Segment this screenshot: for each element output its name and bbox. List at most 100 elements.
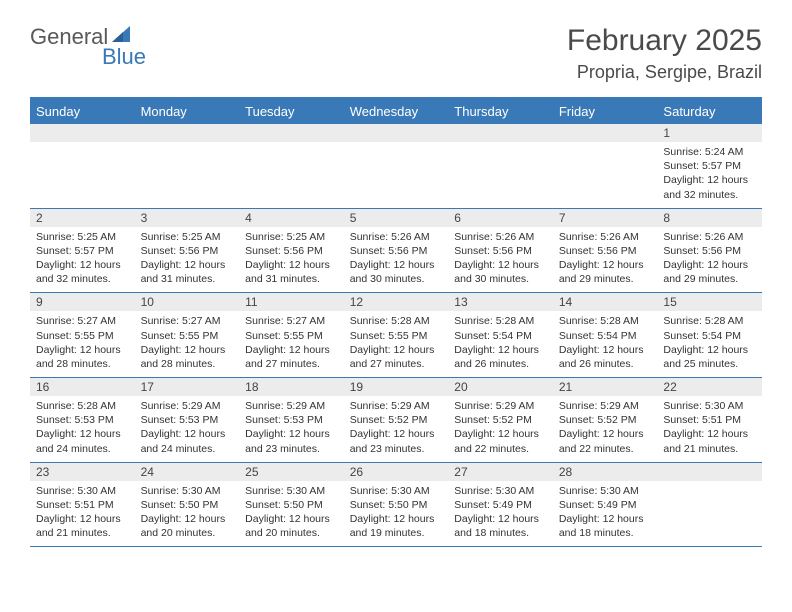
- day-cell: 28Sunrise: 5:30 AMSunset: 5:49 PMDayligh…: [553, 463, 658, 547]
- day-header-row: SundayMondayTuesdayWednesdayThursdayFrid…: [30, 99, 762, 124]
- day-header-cell: Thursday: [448, 99, 553, 124]
- day-number: 24: [135, 463, 240, 481]
- location-label: Propria, Sergipe, Brazil: [567, 62, 762, 83]
- logo-text-general: General: [30, 24, 108, 50]
- day-details: Sunrise: 5:29 AMSunset: 5:52 PMDaylight:…: [350, 399, 443, 456]
- day-cell: [448, 124, 553, 208]
- day-cell: 2 Sunrise: 5:25 AMSunset: 5:57 PMDaylight…: [30, 209, 135, 293]
- day-number: 7: [553, 209, 658, 227]
- day-cell: 14 Sunrise: 5:28 AMSunset: 5:54 PMDayligh…: [553, 293, 658, 377]
- day-cell: [30, 124, 135, 208]
- day-cell: 7 Sunrise: 5:26 AMSunset: 5:56 PMDaylight…: [553, 209, 658, 293]
- day-number: [135, 124, 240, 142]
- day-number: 16: [30, 378, 135, 396]
- day-details: Sunrise: 5:30 AMSunset: 5:50 PMDaylight:…: [141, 484, 234, 541]
- day-details: Sunrise: 5:28 AMSunset: 5:53 PMDaylight:…: [36, 399, 129, 456]
- day-details: Sunrise: 5:30 AMSunset: 5:50 PMDaylight:…: [245, 484, 338, 541]
- day-number: 15: [657, 293, 762, 311]
- day-number: 13: [448, 293, 553, 311]
- day-cell: 23Sunrise: 5:30 AMSunset: 5:51 PMDayligh…: [30, 463, 135, 547]
- day-cell: 16 Sunrise: 5:28 AMSunset: 5:53 PMDayligh…: [30, 378, 135, 462]
- day-number: 11: [239, 293, 344, 311]
- day-number: 19: [344, 378, 449, 396]
- day-cell: 17 Sunrise: 5:29 AMSunset: 5:53 PMDayligh…: [135, 378, 240, 462]
- day-header-cell: Monday: [135, 99, 240, 124]
- day-header-cell: Friday: [553, 99, 658, 124]
- day-cell: 22 Sunrise: 5:30 AMSunset: 5:51 PMDayligh…: [657, 378, 762, 462]
- day-number: 20: [448, 378, 553, 396]
- day-details: Sunrise: 5:25 AMSunset: 5:56 PMDaylight:…: [245, 230, 338, 287]
- day-number: 8: [657, 209, 762, 227]
- day-details: Sunrise: 5:28 AMSunset: 5:54 PMDaylight:…: [559, 314, 652, 371]
- day-cell: 10Sunrise: 5:27 AMSunset: 5:55 PMDayligh…: [135, 293, 240, 377]
- day-cell: 27 Sunrise: 5:30 AMSunset: 5:49 PMDayligh…: [448, 463, 553, 547]
- day-details: Sunrise: 5:29 AMSunset: 5:53 PMDaylight:…: [245, 399, 338, 456]
- day-header-cell: Wednesday: [344, 99, 449, 124]
- week-row: 1 Sunrise: 5:24 AMSunset: 5:57 PMDaylight…: [30, 124, 762, 209]
- day-number: 2: [30, 209, 135, 227]
- day-cell: 12 Sunrise: 5:28 AMSunset: 5:55 PMDayligh…: [344, 293, 449, 377]
- day-number: 22: [657, 378, 762, 396]
- day-number: [657, 463, 762, 481]
- logo: General Blue: [30, 24, 134, 50]
- day-details: Sunrise: 5:26 AMSunset: 5:56 PMDaylight:…: [559, 230, 652, 287]
- day-cell: [135, 124, 240, 208]
- day-cell: 26 Sunrise: 5:30 AMSunset: 5:50 PMDayligh…: [344, 463, 449, 547]
- day-number: 12: [344, 293, 449, 311]
- day-cell: 19 Sunrise: 5:29 AMSunset: 5:52 PMDayligh…: [344, 378, 449, 462]
- day-cell: 20 Sunrise: 5:29 AMSunset: 5:52 PMDayligh…: [448, 378, 553, 462]
- day-details: Sunrise: 5:30 AMSunset: 5:49 PMDaylight:…: [559, 484, 652, 541]
- week-row: 23Sunrise: 5:30 AMSunset: 5:51 PMDayligh…: [30, 463, 762, 548]
- day-cell: 18 Sunrise: 5:29 AMSunset: 5:53 PMDayligh…: [239, 378, 344, 462]
- day-details: Sunrise: 5:30 AMSunset: 5:50 PMDaylight:…: [350, 484, 443, 541]
- day-number: 6: [448, 209, 553, 227]
- day-number: 14: [553, 293, 658, 311]
- day-details: Sunrise: 5:27 AMSunset: 5:55 PMDaylight:…: [36, 314, 129, 371]
- day-number: 18: [239, 378, 344, 396]
- day-details: Sunrise: 5:29 AMSunset: 5:53 PMDaylight:…: [141, 399, 234, 456]
- day-header-cell: Sunday: [30, 99, 135, 124]
- day-details: Sunrise: 5:27 AMSunset: 5:55 PMDaylight:…: [141, 314, 234, 371]
- day-cell: 15Sunrise: 5:28 AMSunset: 5:54 PMDayligh…: [657, 293, 762, 377]
- day-cell: 1 Sunrise: 5:24 AMSunset: 5:57 PMDaylight…: [657, 124, 762, 208]
- day-details: Sunrise: 5:28 AMSunset: 5:54 PMDaylight:…: [454, 314, 547, 371]
- day-cell: [344, 124, 449, 208]
- month-title: February 2025: [567, 24, 762, 58]
- week-row: 2 Sunrise: 5:25 AMSunset: 5:57 PMDaylight…: [30, 209, 762, 294]
- day-details: Sunrise: 5:30 AMSunset: 5:51 PMDaylight:…: [663, 399, 756, 456]
- week-row: 16 Sunrise: 5:28 AMSunset: 5:53 PMDayligh…: [30, 378, 762, 463]
- day-number: 3: [135, 209, 240, 227]
- day-cell: 9Sunrise: 5:27 AMSunset: 5:55 PMDaylight…: [30, 293, 135, 377]
- day-cell: 6Sunrise: 5:26 AMSunset: 5:56 PMDaylight…: [448, 209, 553, 293]
- week-row: 9Sunrise: 5:27 AMSunset: 5:55 PMDaylight…: [30, 293, 762, 378]
- header: General Blue February 2025 Propria, Serg…: [30, 24, 762, 83]
- day-number: [553, 124, 658, 142]
- day-number: 4: [239, 209, 344, 227]
- day-cell: 21Sunrise: 5:29 AMSunset: 5:52 PMDayligh…: [553, 378, 658, 462]
- day-number: 21: [553, 378, 658, 396]
- day-details: Sunrise: 5:29 AMSunset: 5:52 PMDaylight:…: [454, 399, 547, 456]
- day-cell: 3 Sunrise: 5:25 AMSunset: 5:56 PMDaylight…: [135, 209, 240, 293]
- day-number: 17: [135, 378, 240, 396]
- day-details: Sunrise: 5:25 AMSunset: 5:57 PMDaylight:…: [36, 230, 129, 287]
- day-details: Sunrise: 5:30 AMSunset: 5:51 PMDaylight:…: [36, 484, 129, 541]
- day-details: Sunrise: 5:26 AMSunset: 5:56 PMDaylight:…: [350, 230, 443, 287]
- day-details: Sunrise: 5:30 AMSunset: 5:49 PMDaylight:…: [454, 484, 547, 541]
- day-number: [448, 124, 553, 142]
- day-cell: [553, 124, 658, 208]
- day-details: Sunrise: 5:25 AMSunset: 5:56 PMDaylight:…: [141, 230, 234, 287]
- logo-text-blue: Blue: [102, 44, 146, 70]
- day-number: 27: [448, 463, 553, 481]
- day-number: 25: [239, 463, 344, 481]
- day-number: 26: [344, 463, 449, 481]
- day-cell: 11Sunrise: 5:27 AMSunset: 5:55 PMDayligh…: [239, 293, 344, 377]
- day-details: Sunrise: 5:26 AMSunset: 5:56 PMDaylight:…: [663, 230, 756, 287]
- day-cell: 8 Sunrise: 5:26 AMSunset: 5:56 PMDaylight…: [657, 209, 762, 293]
- day-details: Sunrise: 5:28 AMSunset: 5:55 PMDaylight:…: [350, 314, 443, 371]
- day-cell: [657, 463, 762, 547]
- day-details: Sunrise: 5:24 AMSunset: 5:57 PMDaylight:…: [663, 145, 756, 202]
- day-number: 1: [657, 124, 762, 142]
- day-header-cell: Saturday: [657, 99, 762, 124]
- day-number: [344, 124, 449, 142]
- day-cell: 25 Sunrise: 5:30 AMSunset: 5:50 PMDayligh…: [239, 463, 344, 547]
